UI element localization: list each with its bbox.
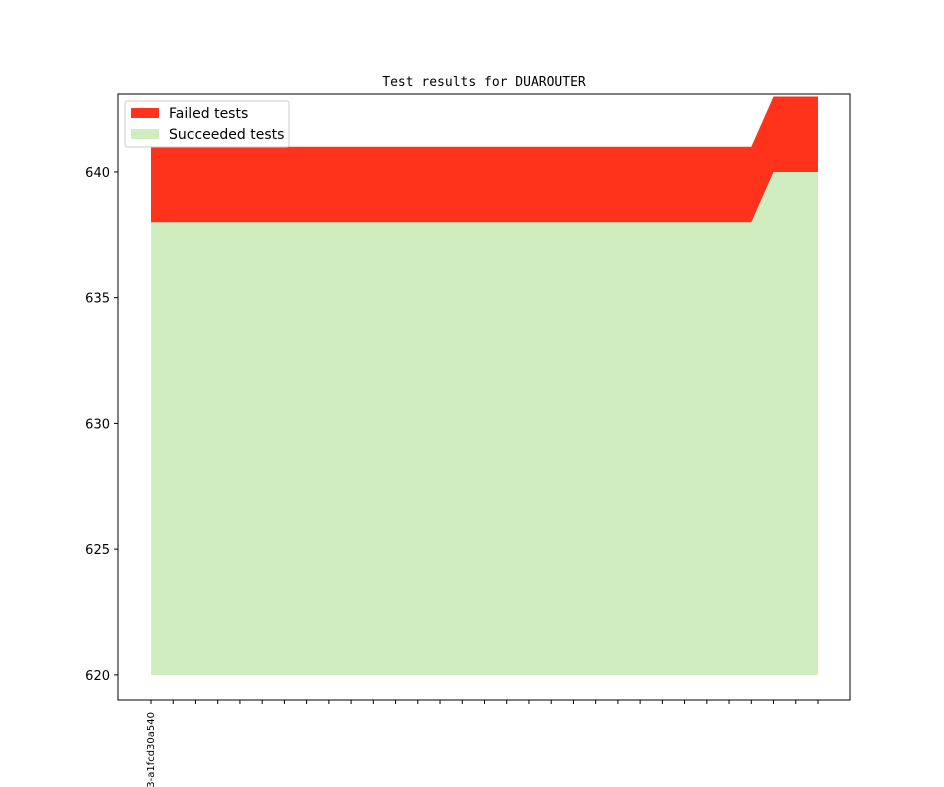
y-tick-label-635: 635: [85, 292, 110, 307]
y-tick-label-625: 625: [85, 543, 110, 558]
legend-label-failed: Failed tests: [169, 106, 248, 122]
y-tick-label-640: 640: [85, 166, 110, 181]
x-tick-label: 3-a1fcd30a540: [146, 712, 157, 787]
area-succeeded-tests: [151, 171, 818, 675]
y-axis: 620 625 630 635 640: [85, 166, 118, 684]
y-tick-label-630: 630: [85, 417, 110, 432]
legend-box: [124, 100, 290, 148]
legend-swatch-succeeded: [131, 129, 159, 139]
area-layer: [151, 96, 818, 675]
x-axis: 3-a1fcd30a540: [146, 700, 819, 787]
y-tick-label-620: 620: [85, 669, 110, 684]
chart-title: Test results for DUAROUTER: [382, 75, 586, 90]
legend-swatch-failed: [131, 108, 159, 118]
area-failed-tests: [151, 96, 818, 223]
legend-label-succeeded: Succeeded tests: [169, 127, 284, 143]
legend: Failed tests Succeeded tests: [124, 100, 290, 148]
